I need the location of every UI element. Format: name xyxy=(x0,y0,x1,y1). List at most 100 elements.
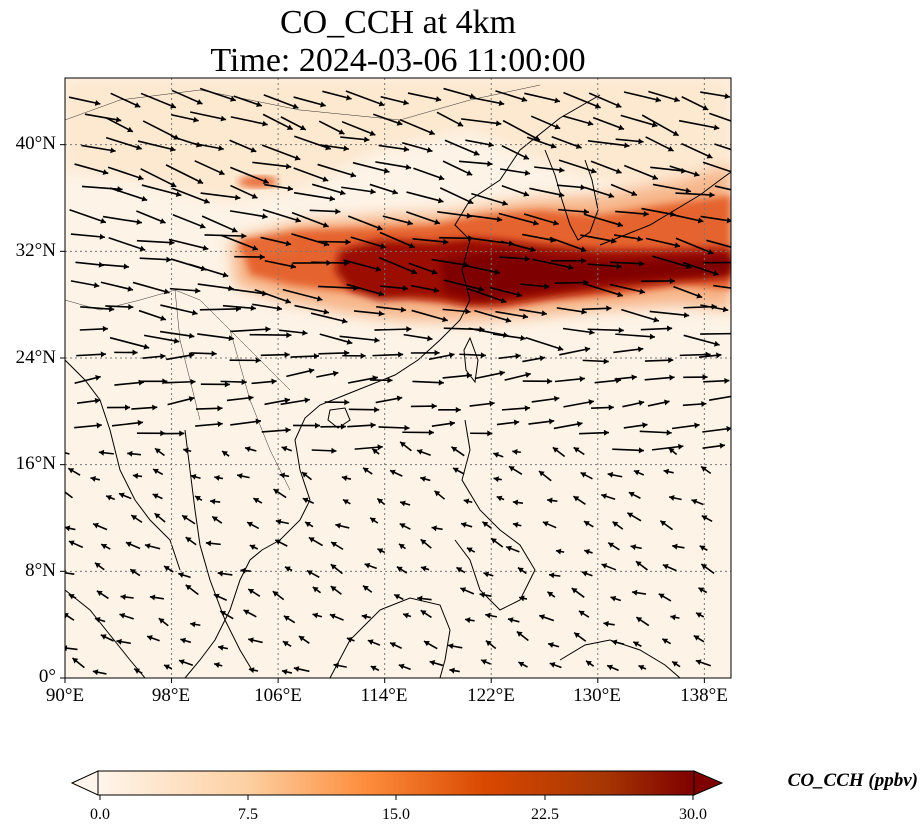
wind-vector-head xyxy=(369,130,376,136)
wind-vector xyxy=(169,287,201,292)
wind-vector-head xyxy=(608,192,615,199)
wind-vector xyxy=(159,330,195,338)
wind-vector xyxy=(252,303,283,310)
wind-vector-head xyxy=(496,216,503,223)
wind-vector-head xyxy=(212,516,218,522)
wind-vector-head xyxy=(93,522,99,529)
wind-vector-head xyxy=(125,404,131,411)
wind-vector-head xyxy=(345,94,352,101)
wind-vector xyxy=(587,328,624,332)
wind-vector-head xyxy=(522,313,529,320)
wind-vector-head xyxy=(738,286,743,292)
wind-vector-head xyxy=(285,240,292,247)
new-guinea xyxy=(559,639,681,678)
wind-vector xyxy=(372,353,404,357)
wind-vector-head xyxy=(576,421,583,428)
wind-vector-head xyxy=(106,494,112,501)
wind-vector-head xyxy=(456,567,463,573)
wind-vector-head xyxy=(516,291,522,298)
wind-vector-head xyxy=(461,522,467,528)
wind-vector xyxy=(551,136,582,149)
wind-vector-head xyxy=(658,593,665,599)
wind-vector xyxy=(65,647,78,651)
wind-vector-head xyxy=(713,124,720,131)
wind-vector-head xyxy=(329,613,336,620)
wind-vector-head xyxy=(493,452,500,458)
wind-vector xyxy=(675,192,715,196)
wind-vector-head xyxy=(420,539,427,545)
wind-vector xyxy=(249,333,292,336)
wind-vector-head xyxy=(218,169,225,176)
china-coast xyxy=(261,94,601,551)
wind-vector xyxy=(136,239,175,244)
wind-vector-head xyxy=(558,191,565,198)
wind-vector xyxy=(469,96,505,105)
lon-tick-label-90: 90°E xyxy=(45,685,85,706)
wind-vector-head xyxy=(195,496,201,502)
wind-vector xyxy=(192,142,224,150)
wind-vector-head xyxy=(403,146,410,153)
wind-vector-head xyxy=(398,663,405,670)
wind-vector xyxy=(443,87,476,99)
wind-vector-head xyxy=(94,616,101,623)
axis-ticks xyxy=(60,144,705,683)
wind-vector-head xyxy=(255,357,261,364)
wind-vector xyxy=(563,400,595,408)
wind-vector-head xyxy=(530,246,536,253)
wind-vector xyxy=(220,234,259,251)
wind-vector xyxy=(262,208,302,223)
wind-vector-head xyxy=(615,168,622,174)
wind-vector-head xyxy=(631,190,637,197)
wind-vector-head xyxy=(173,337,180,344)
wind-vector-head xyxy=(68,540,75,546)
wind-vector xyxy=(652,183,692,193)
wind-vector-head xyxy=(695,659,702,666)
wind-vector-head xyxy=(183,447,189,454)
wind-vector-head xyxy=(423,640,430,647)
wind-vector-head xyxy=(416,449,423,455)
wind-vector xyxy=(439,236,474,240)
co-patch-west xyxy=(240,240,296,256)
wind-vector-head xyxy=(405,164,412,171)
wind-vector-head xyxy=(457,121,464,127)
wind-vector xyxy=(532,258,574,269)
wind-vector-head xyxy=(378,100,385,107)
wind-vector-head xyxy=(498,100,505,107)
wind-vector-head xyxy=(449,420,455,427)
wind-vector-head xyxy=(398,351,404,358)
wind-vector-head xyxy=(603,620,609,627)
wind-vector-head xyxy=(499,370,505,377)
wind-vector-head xyxy=(553,395,560,402)
wind-vector-head xyxy=(218,145,224,152)
wind-vector-head xyxy=(652,174,658,180)
wind-vector xyxy=(534,166,565,172)
wind-vector-head xyxy=(417,595,423,602)
wind-vector xyxy=(700,91,731,98)
wind-vector xyxy=(65,451,70,455)
wind-vector-head xyxy=(610,595,617,602)
wind-vector-head xyxy=(581,308,587,315)
wind-vector-head xyxy=(360,352,366,359)
wind-vector-head xyxy=(228,335,234,342)
wind-vector-head xyxy=(256,101,262,108)
wind-vector-head xyxy=(377,498,384,505)
wind-vector-head xyxy=(136,218,142,225)
wind-vector-head xyxy=(670,614,676,621)
wind-vector xyxy=(623,91,662,102)
wind-vector xyxy=(474,371,505,380)
wind-vector-head xyxy=(702,104,709,111)
wind-vector-head xyxy=(601,563,608,569)
wind-vector-head xyxy=(403,612,409,619)
wind-vector-head xyxy=(506,545,512,552)
wind-vector xyxy=(222,304,256,310)
wind-vector-head xyxy=(451,446,458,453)
wind-vector-head xyxy=(222,271,229,278)
wind-vector-head xyxy=(109,306,115,313)
wind-vector-head xyxy=(741,247,747,253)
wind-vector-head xyxy=(308,537,315,543)
lon-tick-label-114: 114°E xyxy=(360,685,408,706)
wind-vector xyxy=(502,119,541,142)
colorbar-tick-15: 15.0 xyxy=(382,806,410,823)
wind-vector-head xyxy=(203,198,210,204)
wind-vector-head xyxy=(438,379,444,386)
